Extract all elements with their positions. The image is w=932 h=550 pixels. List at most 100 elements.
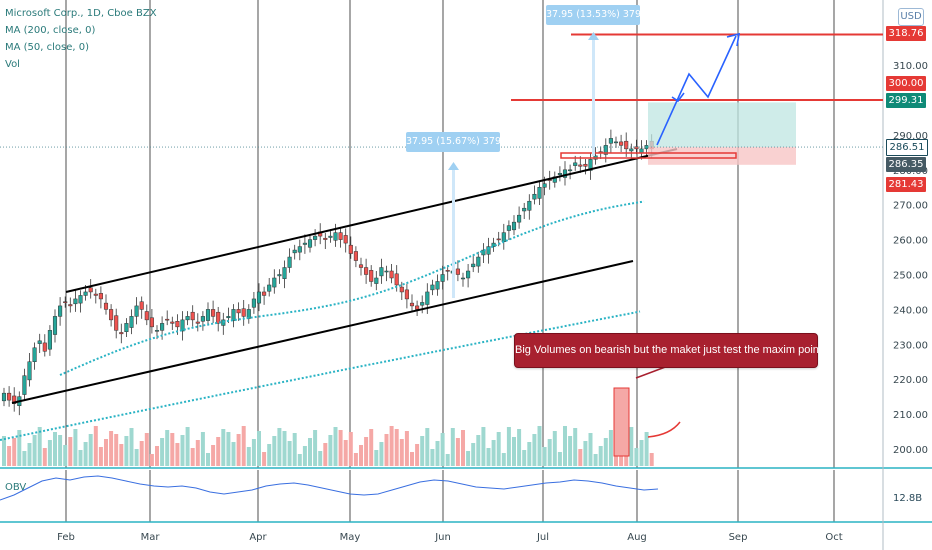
candle-body (358, 264, 364, 268)
volume-bar (104, 439, 108, 466)
volume-bar (343, 440, 348, 466)
candle-body (440, 274, 445, 282)
volume-bar (603, 438, 608, 466)
candle-body (425, 291, 430, 305)
volume-bar (455, 438, 460, 466)
volume-bar (190, 448, 195, 466)
volume-bar (348, 432, 353, 466)
volume-bar (563, 426, 567, 466)
volume-bar (501, 453, 506, 466)
volume-bar (211, 445, 216, 466)
volume-bar (313, 430, 318, 466)
volume-bar (420, 436, 425, 466)
candle-body (68, 304, 73, 307)
volume-bar (22, 451, 27, 466)
candle-body (109, 309, 114, 321)
y-tick-label: 210.00 (893, 410, 928, 421)
candle-body (149, 317, 154, 328)
candle-body (348, 244, 353, 254)
x-tick-label: Apr (249, 532, 267, 543)
candle-body (517, 214, 522, 223)
volume-bar (134, 449, 139, 466)
volume-bar (450, 428, 455, 466)
price-tag-last: 286.51 (886, 139, 928, 156)
candle-body (562, 169, 568, 178)
candle-body (256, 291, 262, 304)
volume-bar (476, 435, 481, 466)
candle-body (251, 298, 256, 308)
measure-label-1[interactable]: 37.95 (15.67%) 3795 (406, 132, 507, 152)
volume-bar (267, 444, 272, 466)
volume-bar (221, 429, 226, 466)
ma50-line (59, 200, 645, 376)
candle-body (445, 270, 450, 272)
currency-button[interactable]: USD (898, 8, 924, 26)
volume-bar (328, 435, 333, 466)
volume-bar (155, 446, 159, 466)
volume-bar (160, 438, 165, 466)
chart-legend: Microsoft Corp., 1D, Cboe BZX MA (200, c… (5, 5, 157, 73)
measure-label-2[interactable]: 37.95 (13.53%) 3795 (546, 5, 647, 25)
volume-bar (236, 434, 241, 466)
ma200-legend[interactable]: MA (200, close, 0) (5, 25, 96, 36)
volume-bar (634, 448, 639, 466)
candle-body (537, 187, 542, 199)
volume-bar (399, 439, 404, 466)
volume-bar (532, 434, 537, 466)
volume-bar (246, 447, 251, 466)
volume-bar (83, 442, 88, 466)
measure-arrow-1 (452, 168, 455, 298)
y-tick-label: 250.00 (893, 271, 928, 282)
volume-bar (583, 441, 588, 466)
annotation-callout[interactable]: Big Volumes on bearish but the maket jus… (514, 333, 822, 368)
volume-bar (119, 444, 124, 466)
candle-body (496, 238, 501, 241)
volume-bar (68, 437, 73, 466)
volume-bar (302, 446, 307, 466)
candle-body (624, 140, 629, 150)
volume-bar (410, 452, 414, 466)
volume-bar (369, 429, 374, 466)
candle-body (144, 311, 149, 321)
candle-body (170, 321, 175, 324)
candle-body (471, 263, 476, 268)
candle-body (542, 183, 547, 188)
channel-lower-line (11, 260, 634, 404)
volume-bar (200, 432, 205, 466)
breakout-box (560, 152, 737, 159)
volume-bar (364, 437, 369, 466)
volume-legend[interactable]: Vol (5, 59, 20, 70)
volume-bar (542, 447, 547, 466)
volume-bar (287, 441, 292, 466)
candle-body (114, 315, 119, 331)
volume-bar (608, 430, 613, 466)
candle-body (78, 295, 83, 304)
candle-body (63, 301, 68, 303)
candle-body (190, 311, 195, 321)
candle-body (389, 270, 394, 279)
candle-body (216, 311, 221, 324)
candle-body (619, 141, 624, 146)
candle-body (7, 392, 12, 401)
x-tick-label: Jun (434, 532, 451, 543)
candle-body (379, 267, 384, 277)
candle-body (272, 277, 277, 288)
ma50-legend[interactable]: MA (50, close, 0) (5, 42, 90, 53)
obv-legend[interactable]: OBV (5, 482, 27, 493)
candle-body (205, 309, 211, 321)
candle-body (435, 281, 440, 290)
candle-body (52, 316, 58, 335)
candle-body (455, 268, 460, 275)
volume-bar (644, 432, 649, 466)
volume-bar (262, 452, 267, 466)
volume-bar (180, 435, 185, 466)
ma200-line (0, 310, 641, 441)
obv-value: 12.8B (893, 493, 923, 504)
symbol-title[interactable]: Microsoft Corp., 1D, Cboe BZX (5, 8, 157, 19)
candle-body (58, 305, 63, 317)
y-tick-label: 270.00 (893, 201, 928, 212)
candle-body (608, 138, 613, 144)
candle-body (267, 284, 272, 292)
candle-body (32, 347, 37, 363)
